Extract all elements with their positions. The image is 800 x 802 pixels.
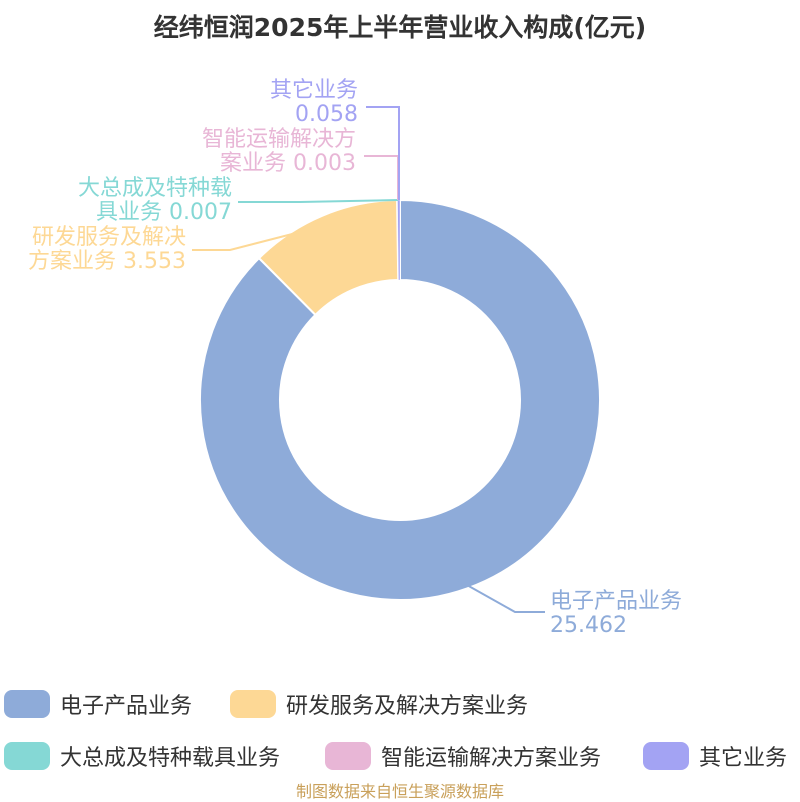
legend-swatch [4,690,50,718]
legend-label: 其它业务 [699,746,788,771]
legend-swatch [4,742,50,770]
slice-label-line: 研发服务及解决 [32,225,186,250]
legend-swatch [643,742,689,770]
slice-label-2: 研发服务及解决方案业务 3.553 [28,225,186,274]
legend-label: 研发服务及解决方案业务 [286,694,529,719]
slice-label-line: 电子产品业务 [550,589,682,614]
slice-label-line: 案业务 0.003 [220,151,356,176]
slice-label-line: 0.058 [295,102,358,127]
slice-label-5: 其它业务 0.058 [270,78,358,127]
slice-label-line: 具业务 0.007 [96,200,232,225]
legend-swatch [230,690,276,718]
pie-slice-5[interactable] [397,199,401,281]
leader-line-1 [457,579,545,613]
slice-label-1: 电子产品业务 25.462 [550,589,682,638]
slice-label-line: 智能运输解决方 [202,127,356,152]
legend-label: 智能运输解决方案业务 [381,746,602,771]
leader-line-5 [366,106,400,200]
chart-title: 经纬恒润2025年上半年营业收入构成(亿元) [153,13,647,42]
legend-item-3[interactable]: 大总成及特种载具业务 [4,740,280,772]
legend-item-5[interactable]: 其它业务 [643,740,787,772]
legend-label: 大总成及特种载具业务 [60,746,281,771]
slice-label-3: 大总成及特种载具业务 0.007 [78,176,232,225]
leader-line-4 [364,155,399,200]
legend-swatch [325,742,371,770]
slice-label-line: 25.462 [550,613,627,638]
legend-label: 电子产品业务 [60,694,193,719]
slice-label-line: 大总成及特种载 [78,176,232,201]
slice-label-line: 方案业务 3.553 [28,249,186,274]
legend-item-1[interactable]: 电子产品业务 [4,688,192,720]
leader-line-3 [238,199,399,203]
slice-label-4: 智能运输解决方案业务 0.003 [202,127,356,176]
slice-label-line: 其它业务 [270,78,358,103]
legend-item-2[interactable]: 研发服务及解决方案业务 [230,688,528,720]
source-note: 制图数据来自恒生聚源数据库 [295,782,504,801]
legend-item-4[interactable]: 智能运输解决方案业务 [325,740,601,772]
leader-line-2 [192,231,301,251]
